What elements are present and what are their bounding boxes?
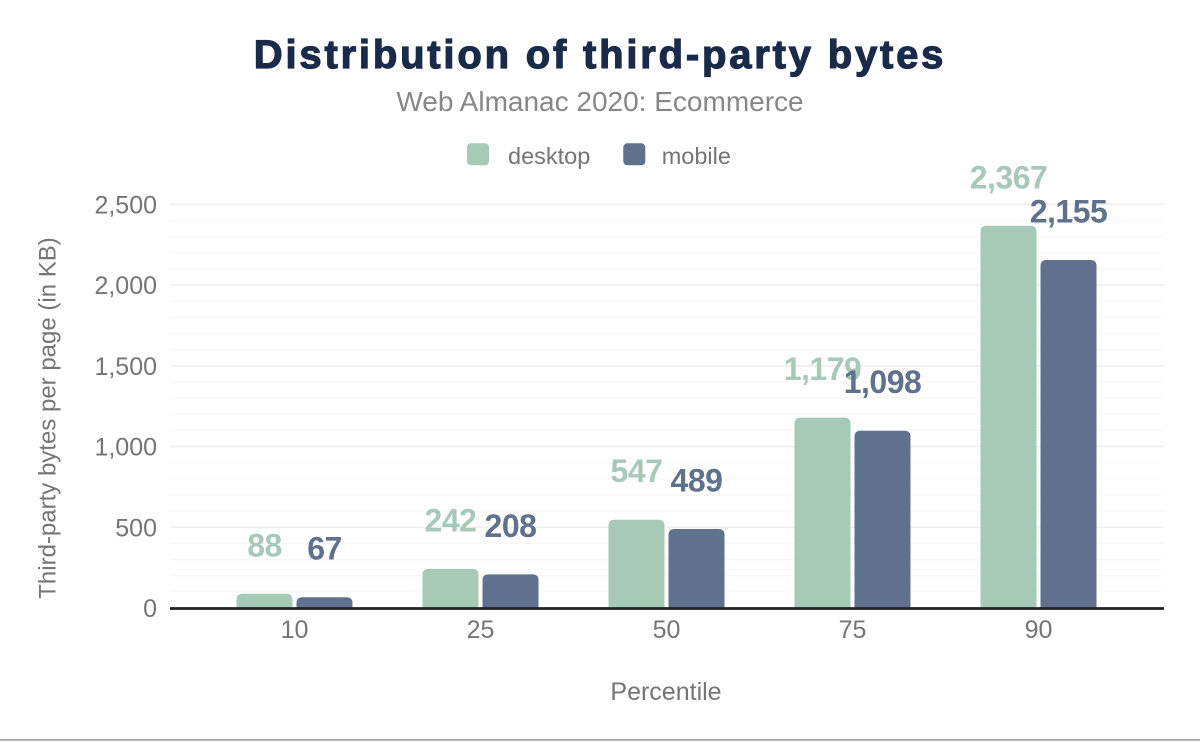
svg-text:Web Almanac 2020: Ecommerce: Web Almanac 2020: Ecommerce (396, 86, 803, 117)
svg-text:Third-party bytes per page (in: Third-party bytes per page (in KB) (35, 237, 62, 599)
svg-text:Percentile: Percentile (610, 678, 721, 706)
svg-text:88: 88 (247, 527, 282, 563)
svg-text:489: 489 (671, 463, 723, 499)
svg-text:0: 0 (143, 595, 157, 623)
svg-text:Distribution of third-party by: Distribution of third-party bytes (254, 33, 946, 77)
svg-text:2,500: 2,500 (94, 191, 157, 219)
svg-text:2,367: 2,367 (970, 159, 1048, 195)
svg-text:242: 242 (425, 502, 477, 538)
svg-text:2,000: 2,000 (94, 272, 157, 300)
svg-text:208: 208 (485, 508, 537, 544)
svg-text:547: 547 (611, 453, 663, 489)
svg-text:1,098: 1,098 (844, 364, 922, 400)
svg-text:10: 10 (281, 616, 309, 644)
svg-text:90: 90 (1025, 616, 1053, 644)
svg-text:50: 50 (653, 616, 681, 644)
svg-text:67: 67 (307, 531, 342, 567)
svg-text:1,500: 1,500 (94, 353, 157, 381)
svg-text:desktop: desktop (508, 143, 590, 169)
svg-text:500: 500 (115, 514, 157, 542)
svg-text:mobile: mobile (662, 143, 731, 169)
svg-text:25: 25 (467, 616, 495, 644)
svg-text:1,000: 1,000 (94, 434, 157, 462)
svg-text:2,155: 2,155 (1030, 194, 1108, 230)
svg-text:1,179: 1,179 (784, 351, 862, 387)
svg-text:75: 75 (839, 616, 867, 644)
